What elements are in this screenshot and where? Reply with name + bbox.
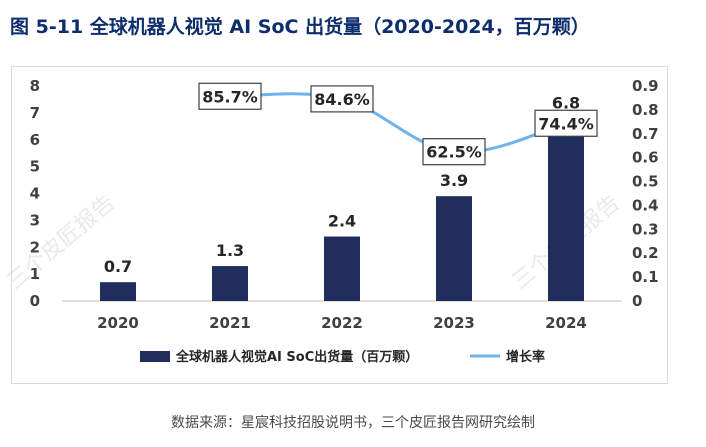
y-left-tick-label: 4 — [30, 185, 40, 203]
bar-value-label: 6.8 — [552, 93, 580, 112]
growth-label-text: 74.4% — [538, 114, 594, 133]
growth-label-text: 84.6% — [314, 90, 370, 109]
growth-label-2021: 85.7% — [198, 82, 262, 110]
growth-label-box — [422, 138, 486, 166]
bar-value-label: 0.7 — [104, 257, 132, 276]
bar-2023 — [436, 196, 472, 301]
y-right-tick-label: 0 — [632, 292, 642, 310]
y-left-tick-label: 1 — [30, 265, 40, 283]
x-tick-label: 2021 — [209, 314, 251, 332]
growth-label-box — [198, 82, 262, 110]
legend-bar-swatch — [140, 351, 170, 362]
growth-line-layer: 85.7% 84.6% 62.5% 74.4% — [198, 82, 598, 166]
growth-label-box — [534, 109, 598, 137]
y-right-tick-label: 0.6 — [632, 149, 659, 167]
bars-layer: 0.7 1.3 2.4 3.9 6.8 — [100, 93, 584, 301]
bar-2024 — [548, 118, 584, 301]
growth-rate-line — [229, 92, 567, 154]
y-left-tick-label: 7 — [30, 104, 40, 122]
data-source-note: 数据来源：星宸科技招股说明书，三个皮匠报告网研究绘制 — [171, 415, 535, 431]
x-tick-label: 2022 — [321, 314, 363, 332]
growth-label-2022: 84.6% — [310, 85, 374, 113]
y-left-tick-label: 5 — [30, 158, 40, 176]
y-right-tick-label: 0.5 — [632, 173, 659, 191]
watermark-left: 三个皮匠报告 — [3, 191, 120, 295]
figure-title: 图 5-11 全球机器人视觉 AI SoC 出货量（2020-2024，百万颗） — [10, 16, 590, 38]
y-left-tick-label: 2 — [30, 238, 40, 256]
legend: 全球机器人视觉AI SoC出货量（百万颗） 增长率 — [140, 349, 545, 365]
legend-line-label: 增长率 — [506, 349, 545, 365]
y-left-tick-label: 3 — [30, 211, 40, 229]
bar-value-label: 3.9 — [440, 171, 468, 190]
bar-2022 — [324, 236, 360, 301]
growth-label-text: 85.7% — [202, 87, 258, 106]
bar-value-label: 2.4 — [328, 212, 356, 231]
x-tick-label: 2020 — [97, 314, 139, 332]
bar-2021 — [212, 266, 248, 301]
y-right-tick-label: 0.2 — [632, 244, 659, 262]
y-right-tick-label: 0.1 — [632, 268, 659, 286]
y-left-tick-label: 6 — [30, 131, 40, 149]
y-right-tick-label: 0.3 — [632, 220, 659, 238]
shipment-growth-chart: 三个皮匠报告 三个皮匠报告 01234567800.10.20.30.40.50… — [3, 77, 659, 365]
legend-bar-label: 全球机器人视觉AI SoC出货量（百万颗） — [175, 349, 418, 365]
x-tick-label: 2023 — [433, 314, 475, 332]
bar-value-label: 1.3 — [216, 241, 244, 260]
growth-label-box — [310, 85, 374, 113]
bar-2020 — [100, 282, 136, 301]
axes-layer: 0 1 2 3 4 5 6 7 8 0 0.1 0.2 0.3 0.4 0.5 0.6 0.7 0.8 0.9 202… — [30, 77, 659, 332]
y-left-tick-label: 8 — [30, 77, 40, 95]
growth-label-2024: 74.4% — [534, 109, 598, 137]
y-right-tick-label: 0.4 — [632, 196, 659, 214]
growth-label-2023: 62.5% — [422, 138, 486, 166]
y-right-tick-label: 0.8 — [632, 101, 659, 119]
y-right-tick-label: 0.9 — [632, 77, 659, 95]
x-tick-label: 2024 — [545, 314, 587, 332]
y-left-tick-label: 0 — [30, 292, 40, 310]
growth-label-text: 62.5% — [426, 143, 482, 162]
y-right-tick-label: 0.7 — [632, 125, 659, 143]
